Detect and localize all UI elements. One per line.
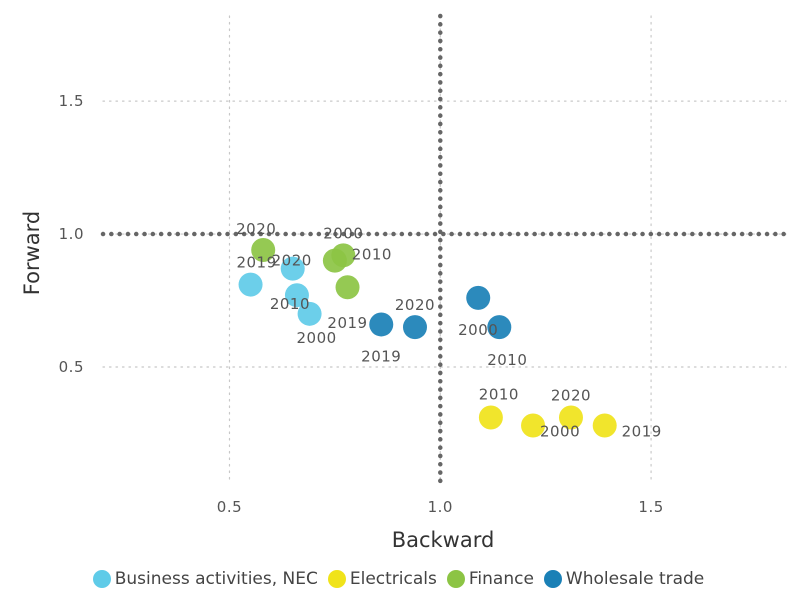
y-tick-label: 1.5 — [59, 92, 84, 110]
y-tick-label: 1.0 — [59, 225, 84, 243]
reference-lines — [100, 13, 789, 487]
point-label: 2019 — [361, 347, 401, 365]
x-axis-title: Backward — [392, 528, 495, 552]
legend-item: Business activities, NEC — [92, 569, 318, 589]
y-tick-label: 0.5 — [59, 358, 84, 376]
point-label: 2010 — [487, 351, 527, 369]
point-label: 2010 — [479, 386, 519, 404]
data-point — [478, 405, 503, 430]
point-label: 2000 — [540, 423, 580, 441]
data-points — [238, 238, 617, 438]
point-label: 2010 — [270, 295, 310, 313]
point-labels: 2000201020192020200020102019202020002010… — [236, 220, 662, 441]
data-point — [322, 248, 347, 273]
data-point — [238, 272, 263, 297]
data-point — [592, 413, 617, 438]
data-point — [251, 238, 276, 262]
data-point — [297, 301, 322, 326]
legend: Business activities, NEC Electricals Finan… — [0, 566, 797, 592]
legend-item: Finance — [446, 569, 534, 589]
legend-swatch — [92, 570, 111, 588]
point-label: 2020 — [236, 220, 276, 238]
data-point — [521, 413, 546, 438]
legend-label: Electricals — [349, 569, 437, 589]
point-label: 2020 — [395, 296, 435, 314]
x-tick-label: 1.0 — [428, 498, 453, 516]
legend-swatch — [446, 570, 465, 588]
point-label: 2020 — [272, 252, 312, 270]
x-tick-label: 0.5 — [217, 498, 242, 516]
data-point — [369, 312, 394, 337]
point-label: 2019 — [327, 314, 367, 332]
y-axis-title: Forward — [20, 211, 44, 295]
point-label: 2019 — [622, 423, 662, 441]
data-point — [402, 315, 427, 340]
data-point — [487, 315, 512, 340]
point-label: 2000 — [323, 224, 363, 242]
data-point — [280, 256, 305, 281]
scatter-chart: 0.5 1.0 1.50.51.01.5 200020102019202020002… — [20, 13, 789, 552]
data-point — [558, 405, 583, 430]
data-point — [335, 275, 360, 300]
legend-label: Business activities, NEC — [114, 569, 318, 589]
data-point — [284, 283, 309, 308]
x-tick-label: 1.5 — [638, 498, 663, 516]
point-label: 2019 — [236, 254, 276, 272]
point-label: 2020 — [551, 387, 591, 405]
legend-swatch — [543, 570, 562, 588]
legend-label: Finance — [468, 569, 534, 589]
point-label: 2010 — [352, 246, 392, 264]
legend-label: Wholesale trade — [565, 569, 705, 589]
grid-lines — [102, 15, 787, 485]
point-label: 2000 — [458, 321, 498, 339]
legend-item: Wholesale trade — [543, 569, 705, 589]
legend-item: Electricals — [327, 569, 437, 589]
point-label: 2000 — [296, 329, 336, 347]
legend-swatch — [327, 570, 346, 588]
tick-labels: 0.5 1.0 1.5 0.5 1.0 1.5 — [59, 92, 664, 516]
data-point — [466, 285, 491, 310]
